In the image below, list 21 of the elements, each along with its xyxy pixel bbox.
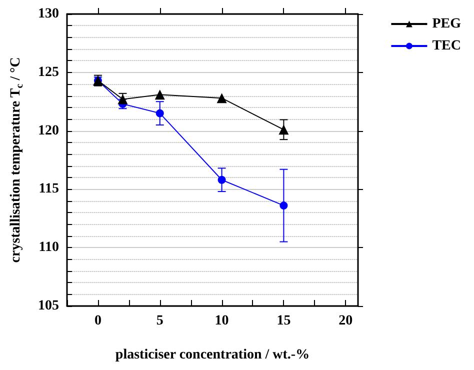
legend-label: TEC xyxy=(432,38,462,54)
point xyxy=(218,176,226,184)
x-tick-label: 5 xyxy=(156,314,164,328)
x-tick-label: 15 xyxy=(276,314,291,328)
y-axis-title: crystallisation temperature Tc / °C xyxy=(8,57,26,263)
point xyxy=(154,90,165,100)
y-tick-label: 130 xyxy=(38,6,59,22)
legend-label: PEG xyxy=(432,16,462,32)
y-tick-label: 125 xyxy=(38,64,59,80)
point xyxy=(278,124,289,135)
x-tick-label: 0 xyxy=(94,314,102,328)
point xyxy=(156,109,164,118)
y-tick-label: 120 xyxy=(38,123,59,138)
x-axis-title: plasticiser concentration / wt.-% xyxy=(115,348,310,362)
x-tick-label: 10 xyxy=(214,314,229,328)
y-tick-label: 110 xyxy=(38,240,59,256)
y-tick-label: 115 xyxy=(38,182,59,197)
x-tick-label: 20 xyxy=(338,314,353,328)
y-tick-label: 105 xyxy=(38,298,59,314)
point xyxy=(216,93,227,104)
point xyxy=(280,202,288,210)
